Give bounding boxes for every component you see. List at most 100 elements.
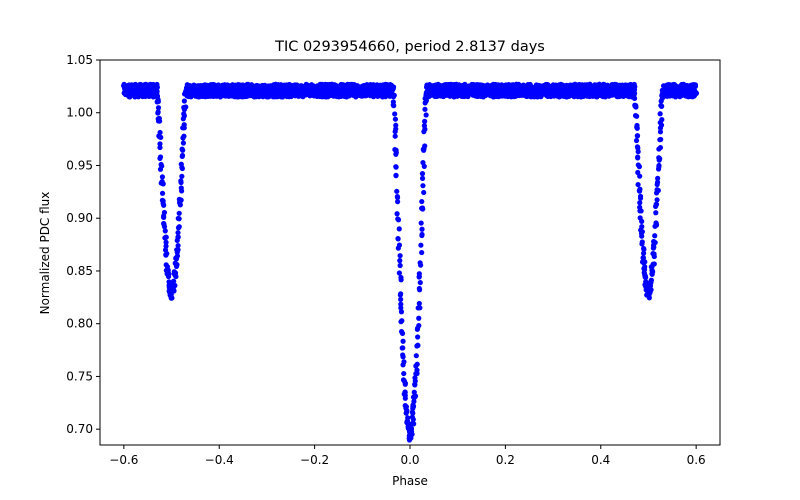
data-point xyxy=(634,113,640,119)
data-point xyxy=(161,202,167,208)
data-point xyxy=(181,125,187,131)
data-point xyxy=(412,378,418,384)
data-point xyxy=(415,334,421,340)
data-point xyxy=(639,233,645,239)
y-tick-label: 0.90 xyxy=(66,211,93,225)
data-point xyxy=(416,300,422,307)
data-point xyxy=(636,188,642,194)
data-point xyxy=(162,247,169,253)
data-point xyxy=(410,403,417,410)
data-point xyxy=(179,152,186,159)
data-point xyxy=(172,282,178,289)
data-point xyxy=(175,225,182,231)
data-point xyxy=(171,278,177,284)
data-point xyxy=(397,262,403,269)
data-point xyxy=(394,188,400,194)
data-point xyxy=(422,118,428,124)
y-axis-label: Normalized PDC flux xyxy=(38,192,52,315)
data-point xyxy=(650,251,656,257)
x-tick-label: 0.2 xyxy=(496,453,515,467)
data-point xyxy=(178,161,184,167)
data-point xyxy=(633,137,640,144)
data-point xyxy=(648,277,654,283)
data-point xyxy=(411,421,417,427)
data-point xyxy=(417,260,423,266)
data-point xyxy=(414,361,420,367)
data-point xyxy=(178,197,184,203)
data-point xyxy=(641,246,647,253)
data-point xyxy=(634,133,640,139)
y-tick-label: 0.75 xyxy=(66,369,93,383)
data-point xyxy=(409,414,415,420)
data-point xyxy=(420,183,426,189)
data-point xyxy=(179,173,185,179)
data-point xyxy=(657,137,663,143)
x-axis: −0.6 −0.4 −0.2 0.0 0.2 0.4 0.6 xyxy=(109,445,706,467)
data-point xyxy=(400,352,406,358)
data-point xyxy=(400,338,406,344)
x-tick-label: 0.0 xyxy=(400,453,419,467)
data-point xyxy=(693,90,700,96)
data-point xyxy=(418,242,424,248)
data-point xyxy=(394,194,401,201)
data-point xyxy=(658,102,664,109)
data-point xyxy=(396,270,402,276)
data-points xyxy=(121,81,700,443)
data-point xyxy=(398,319,404,325)
data-point xyxy=(161,209,168,216)
data-point xyxy=(421,189,427,196)
data-point xyxy=(419,205,426,211)
y-tick-label: 0.85 xyxy=(66,264,93,278)
data-point xyxy=(637,173,643,179)
data-point xyxy=(174,262,180,268)
data-point xyxy=(398,296,404,303)
data-point xyxy=(648,287,654,293)
y-tick-label: 0.80 xyxy=(66,317,93,331)
data-point xyxy=(631,87,638,93)
data-point xyxy=(398,301,404,307)
data-point xyxy=(392,111,398,117)
data-point xyxy=(419,175,426,181)
x-axis-label: Phase xyxy=(392,474,428,488)
data-point xyxy=(637,200,643,206)
data-point xyxy=(397,253,403,259)
x-tick-label: −0.2 xyxy=(300,453,329,467)
data-point xyxy=(653,210,659,216)
data-point xyxy=(172,270,179,276)
chart-title: TIC 0293954660, period 2.8137 days xyxy=(274,39,545,55)
data-point xyxy=(419,198,425,205)
x-tick-label: −0.6 xyxy=(109,453,138,467)
data-point xyxy=(633,104,639,110)
data-point xyxy=(163,243,169,249)
y-axis: 0.70 0.75 0.80 0.85 0.90 0.95 1.00 1.05 xyxy=(66,53,100,436)
data-point xyxy=(176,210,182,216)
data-point xyxy=(416,315,422,321)
data-point xyxy=(423,98,429,104)
data-point xyxy=(411,389,417,395)
data-point xyxy=(398,305,404,311)
data-point xyxy=(404,408,410,414)
data-point xyxy=(161,224,168,230)
data-point xyxy=(157,154,164,160)
data-point xyxy=(417,279,423,286)
data-point xyxy=(180,135,186,141)
data-point xyxy=(392,128,398,135)
data-point xyxy=(641,266,648,273)
data-point xyxy=(659,117,665,123)
data-point xyxy=(175,230,181,236)
data-point xyxy=(414,367,420,373)
data-point xyxy=(175,242,181,249)
data-point xyxy=(422,143,428,149)
data-point xyxy=(155,105,162,111)
data-point xyxy=(656,155,662,161)
data-point xyxy=(652,233,658,239)
data-point xyxy=(655,175,661,181)
data-point xyxy=(158,134,164,140)
data-point xyxy=(163,252,169,258)
plot-frame xyxy=(99,59,721,446)
data-point xyxy=(692,83,699,89)
data-point xyxy=(415,342,421,349)
data-point xyxy=(180,147,186,153)
data-point xyxy=(651,244,657,250)
